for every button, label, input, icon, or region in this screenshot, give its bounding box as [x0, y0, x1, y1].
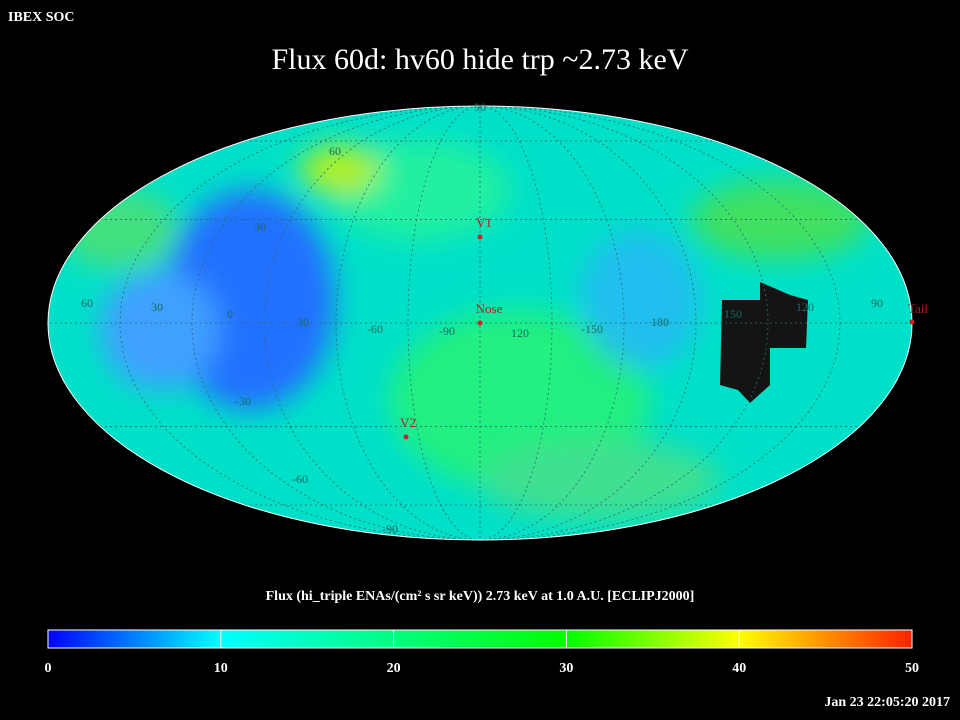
latitude-label: -60 [292, 472, 308, 486]
marker-dot [403, 434, 409, 440]
longitude-label: -150 [581, 322, 603, 336]
colorbar-tick-label: 30 [559, 661, 573, 676]
longitude-label: 120 [796, 300, 814, 314]
longitude-label: 120 [511, 326, 529, 340]
meridian [335, 106, 625, 540]
source-label: IBEX SOC [8, 10, 75, 25]
missing-data-region [720, 282, 808, 403]
colorbar [47, 629, 913, 649]
title: Flux 60d: hv60 hide trp ~2.73 keV [271, 43, 688, 76]
latitude-label: -30 [235, 394, 251, 408]
marker-label: Nose [476, 301, 503, 316]
map-labels: 90 60 30 -30 -60 -90 60 30 0 30 -60 -90 120 -150 180 15… [81, 100, 928, 536]
longitude-label: 180 [651, 315, 669, 329]
latitude-label: -90 [382, 522, 398, 536]
longitude-label: -90 [439, 324, 455, 338]
marker-dot [909, 319, 915, 325]
latitude-label: 30 [254, 220, 266, 234]
colorbar-label: Flux (hi_triple ENAs/(cm² s sr keV)) 2.7… [266, 589, 695, 604]
longitude-label: 30 [297, 315, 309, 329]
latitude-label: 60 [329, 144, 341, 158]
timestamp: Jan 23 22:05:20 2017 [824, 695, 950, 710]
longitude-label: 90 [871, 296, 883, 310]
colorbar-tick-label: 0 [45, 661, 52, 676]
colorbar-tick-label: 10 [214, 661, 228, 676]
marker-label: V1 [476, 215, 492, 230]
marker-label: Tail [908, 301, 928, 316]
longitude-label: 150 [724, 307, 742, 321]
longitude-label: 30 [151, 300, 163, 314]
marker-dot [477, 320, 483, 326]
latitude-label: 90 [474, 100, 486, 114]
longitude-label: 0 [227, 307, 233, 321]
longitude-label: -60 [367, 322, 383, 336]
colorbar-tick-label: 50 [905, 661, 919, 676]
colorbar-ticks: 0 10 20 30 40 50 [45, 630, 919, 676]
marker-dot [477, 234, 483, 240]
colorbar-tick-label: 40 [732, 661, 746, 676]
marker-label: V2 [400, 415, 416, 430]
longitude-label: 60 [81, 296, 93, 310]
colorbar-tick-label: 20 [387, 661, 401, 676]
